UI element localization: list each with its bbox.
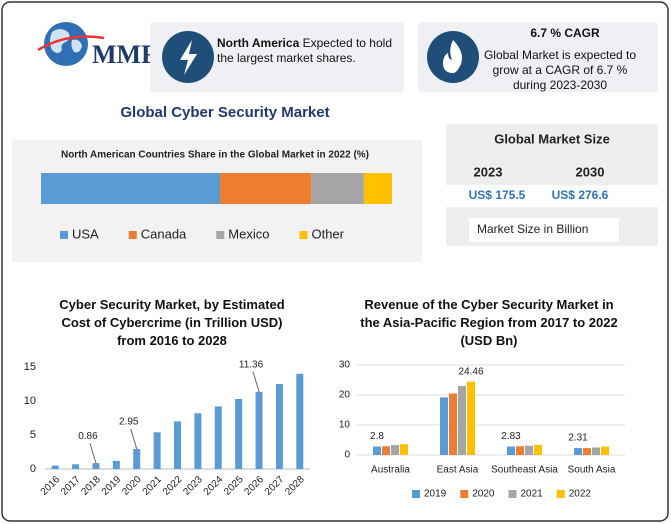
band bbox=[446, 185, 658, 207]
main-title: Global Cyber Security Market bbox=[120, 104, 329, 121]
bar bbox=[72, 464, 80, 469]
card-text: Global Market is expected to grow at a C… bbox=[483, 48, 637, 92]
legend-label: 2020 bbox=[472, 489, 495, 500]
note-box bbox=[469, 218, 619, 242]
lightning-icon bbox=[180, 40, 197, 75]
bar bbox=[583, 448, 591, 455]
legend-swatch bbox=[128, 231, 137, 239]
value-label: 2.31 bbox=[568, 433, 588, 444]
y-tick-label: 5 bbox=[30, 429, 36, 441]
bar bbox=[516, 446, 524, 455]
bar bbox=[458, 386, 466, 455]
card-text: North America Expected to hold the large… bbox=[217, 36, 405, 66]
legend-label: 2022 bbox=[569, 489, 592, 500]
legend-swatch bbox=[412, 490, 420, 498]
market-title: Global Market Size bbox=[494, 131, 610, 146]
legend-swatch bbox=[299, 231, 308, 239]
bar bbox=[133, 448, 141, 469]
bar bbox=[92, 463, 100, 469]
note: Market Size in Billion bbox=[477, 222, 588, 236]
bar bbox=[373, 446, 381, 455]
value-label: 11.36 bbox=[239, 359, 264, 370]
bar bbox=[174, 421, 181, 469]
bar bbox=[255, 391, 263, 469]
card-title: 6.7 % CAGR bbox=[530, 26, 600, 40]
y-tick-label: 20 bbox=[339, 390, 351, 401]
year: 2030 bbox=[576, 164, 605, 179]
bar bbox=[382, 446, 390, 455]
legend-swatch bbox=[460, 490, 469, 498]
bar bbox=[51, 465, 59, 469]
bar bbox=[601, 446, 609, 455]
y-tick-label: 30 bbox=[339, 360, 351, 371]
legend-label: Other bbox=[311, 226, 344, 241]
legend-swatch bbox=[508, 490, 517, 498]
y-tick-label: 10 bbox=[339, 420, 351, 431]
bar bbox=[400, 444, 408, 455]
bar bbox=[391, 445, 399, 455]
bar bbox=[592, 447, 600, 455]
bar bbox=[525, 445, 533, 455]
legend-label: 2021 bbox=[521, 489, 544, 500]
leader-line bbox=[89, 443, 97, 464]
legend-label: Canada bbox=[141, 226, 187, 241]
logo-text: MMR bbox=[92, 40, 160, 69]
legend-swatch bbox=[216, 231, 225, 239]
y-tick-label: 0 bbox=[30, 463, 36, 475]
x-tick-label: Australia bbox=[371, 465, 410, 476]
legend-swatch bbox=[556, 490, 565, 498]
bar bbox=[153, 432, 161, 469]
bar bbox=[275, 384, 283, 469]
value-label: 2.8 bbox=[370, 431, 384, 442]
continent bbox=[71, 39, 82, 53]
chart-title: Cyber Security Market, by Estimated Cost… bbox=[59, 297, 285, 348]
bar bbox=[440, 397, 448, 455]
value-label: 24.46 bbox=[458, 366, 483, 377]
card-bold: North America bbox=[217, 36, 300, 50]
card bbox=[418, 22, 658, 92]
bar bbox=[534, 444, 542, 455]
bar bbox=[235, 398, 243, 469]
bar bbox=[467, 381, 475, 455]
chart-title: Revenue of the Cyber Security Market in … bbox=[360, 297, 618, 348]
flame-icon bbox=[443, 40, 462, 73]
bar bbox=[296, 373, 304, 469]
y-tick-label: 10 bbox=[24, 395, 36, 407]
legend-label: 2019 bbox=[424, 489, 447, 500]
market-value: US$ 175.5 bbox=[469, 188, 526, 202]
bar bbox=[214, 406, 222, 469]
bar-segment bbox=[363, 173, 392, 204]
swoosh bbox=[37, 35, 105, 52]
card bbox=[150, 22, 404, 92]
value-label: 2.95 bbox=[119, 417, 139, 428]
bar bbox=[574, 448, 582, 455]
bar-segment bbox=[220, 173, 312, 204]
x-tick-label: South Asia bbox=[568, 465, 616, 476]
legend-label: Mexico bbox=[228, 226, 269, 241]
y-tick-label: 0 bbox=[344, 450, 350, 461]
leader-line bbox=[130, 428, 138, 450]
bar bbox=[194, 413, 202, 469]
x-tick-label: East Asia bbox=[437, 465, 479, 476]
leader-line bbox=[252, 371, 260, 392]
legend-swatch bbox=[60, 231, 68, 239]
year: 2023 bbox=[474, 164, 503, 179]
bar-segment bbox=[311, 173, 364, 204]
chart-title: North American Countries Share in the Gl… bbox=[61, 150, 369, 161]
legend-label: USA bbox=[72, 226, 99, 241]
market-value: US$ 276.6 bbox=[552, 188, 609, 202]
value-label: 0.86 bbox=[78, 431, 98, 442]
bar bbox=[449, 393, 457, 455]
bar bbox=[507, 446, 515, 455]
x-tick-label: Southeast Asia bbox=[491, 465, 558, 476]
y-tick-label: 15 bbox=[24, 361, 36, 373]
card-body: Expected to hold the largest market shar… bbox=[217, 36, 392, 65]
bar-segment bbox=[41, 173, 221, 204]
logo: MMR bbox=[37, 22, 160, 69]
bar bbox=[112, 460, 120, 469]
value-label: 2.83 bbox=[501, 431, 521, 442]
